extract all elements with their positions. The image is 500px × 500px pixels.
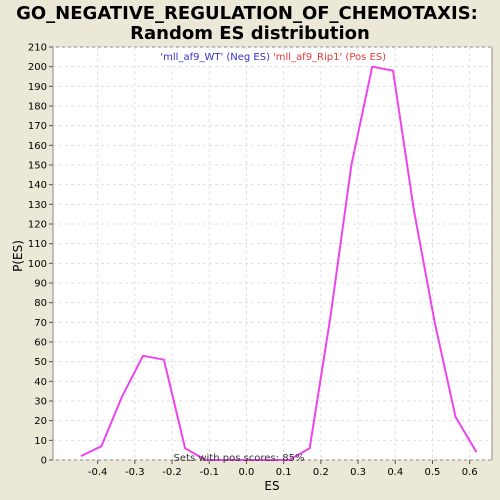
x-tick-label: -0.2: [162, 467, 182, 478]
y-tick-label: 30: [34, 397, 47, 408]
y-tick-label: 110: [28, 239, 47, 250]
x-axis-label: ES: [264, 479, 279, 493]
y-tick-label: 170: [28, 121, 47, 132]
x-tick-label: -0.4: [88, 467, 108, 478]
y-tick-label: 120: [28, 220, 47, 231]
chart-title-line-2: Random ES distribution: [130, 23, 370, 44]
y-tick-label: 130: [28, 200, 47, 211]
y-tick-label: 100: [28, 259, 47, 270]
y-tick-label: 50: [34, 357, 47, 368]
y-tick-label: 10: [34, 436, 47, 447]
y-tick-label: 20: [34, 416, 47, 427]
y-tick-label: 60: [34, 338, 47, 349]
y-tick-label: 200: [28, 62, 47, 73]
x-tick-label: -0.3: [125, 467, 145, 478]
y-tick-label: 40: [34, 377, 47, 388]
x-tick-label: 0.3: [350, 467, 366, 478]
y-tick-label: 210: [28, 43, 47, 54]
y-tick-label: 70: [34, 318, 47, 329]
y-axis: 0 10 20 30 40 50 60 70 80 90 100 110 120 130 140 150 160…: [28, 43, 53, 467]
legend-entry-pos: 'mll_af9_Rip1' (Pos ES): [273, 52, 386, 63]
x-tick-label: -0.1: [199, 467, 219, 478]
y-tick-label: 190: [28, 82, 47, 93]
y-tick-label: 180: [28, 102, 47, 113]
y-tick-label: 150: [28, 161, 47, 172]
y-tick-label: 0: [41, 456, 47, 467]
x-tick-label: 0.4: [387, 467, 403, 478]
legend-entry-neg: 'mll_af9_WT' (Neg ES): [160, 52, 270, 63]
x-tick-label: 0.0: [239, 467, 255, 478]
y-tick-label: 140: [28, 180, 47, 191]
y-tick-label: 90: [34, 279, 47, 290]
x-tick-label: 0.6: [462, 467, 478, 478]
y-tick-label: 80: [34, 298, 47, 309]
pos-scores-annotation: Sets with pos scores: 85%: [174, 453, 305, 464]
x-tick-label: 0.2: [313, 467, 329, 478]
y-axis-label: P(ES): [11, 240, 25, 272]
chart-title-line-1: GO_NEGATIVE_REGULATION_OF_CHEMOTAXIS:: [16, 3, 478, 24]
plot-area: [53, 47, 492, 460]
y-tick-label: 160: [28, 141, 47, 152]
x-tick-label: 0.1: [276, 467, 292, 478]
x-tick-label: 0.5: [425, 467, 441, 478]
